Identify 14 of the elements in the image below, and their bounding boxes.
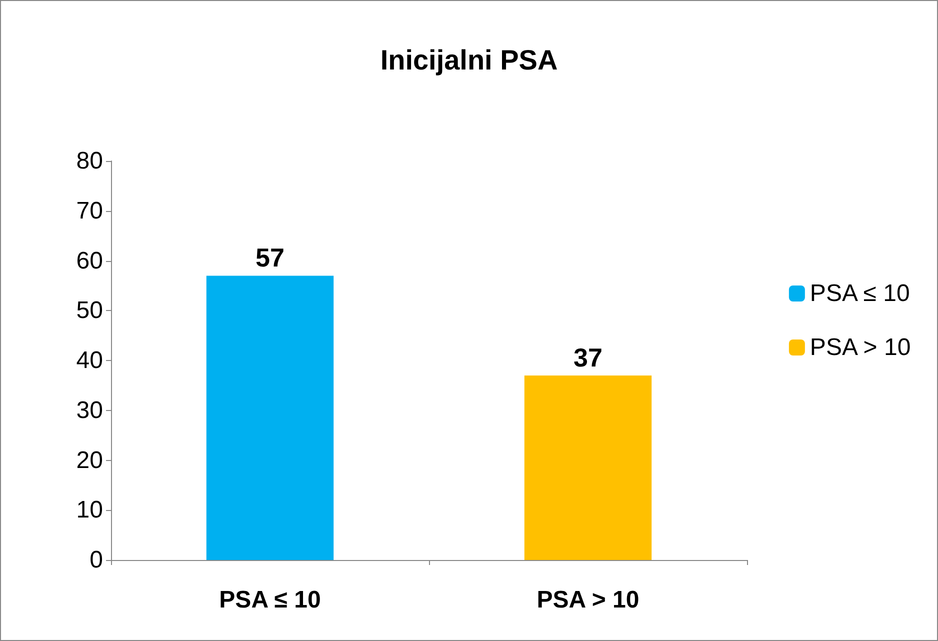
y-tick-label: 60: [76, 247, 103, 274]
y-tick-label: 20: [76, 446, 103, 474]
data-label: 37: [574, 342, 602, 372]
chart-title: Inicijalni PSA: [380, 44, 558, 76]
y-tick-label: 10: [76, 496, 103, 524]
y-tick-label: 30: [76, 396, 103, 424]
data-label: 57: [256, 242, 284, 273]
legend-label: PSA > 10: [810, 334, 911, 361]
y-tick-label: 0: [90, 546, 103, 574]
y-tick-label: 80: [76, 148, 103, 174]
y-tick-label: 70: [76, 197, 103, 224]
y-tick-label: 40: [76, 347, 103, 374]
legend-label: PSA ≤ 10: [810, 280, 910, 307]
y-tick-label: 50: [76, 297, 103, 324]
